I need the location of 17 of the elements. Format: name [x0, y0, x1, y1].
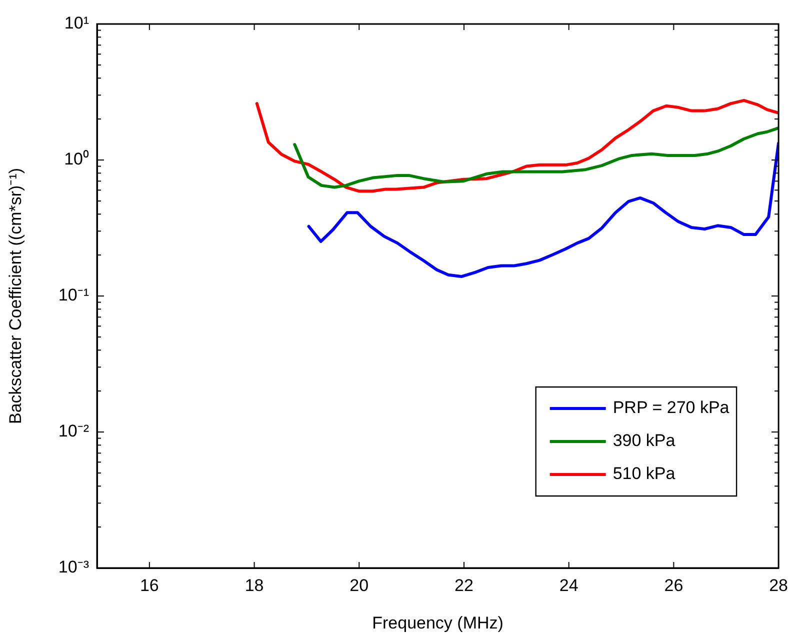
y-tick-label: 10⁻¹: [58, 286, 90, 305]
x-tick-label: 26: [664, 576, 684, 595]
x-tick-label: 18: [244, 576, 264, 595]
x-tick-label: 16: [140, 576, 159, 595]
y-tick-label: 10⁻³: [58, 558, 90, 577]
x-tick-label: 28: [769, 576, 788, 595]
y-tick-label: 10⁰: [64, 150, 89, 169]
y-axis-title: Backscatter Coefficient ((cm*sr)⁻¹): [6, 168, 25, 424]
x-tick-label: 20: [350, 576, 369, 595]
y-tick-label: 10¹: [64, 14, 90, 33]
y-tick-label: 10⁻²: [58, 422, 90, 441]
legend-label: PRP = 270 kPa: [612, 398, 730, 418]
legend-label: 510 kPa: [612, 464, 676, 484]
x-tick-label: 24: [559, 576, 578, 595]
x-tick-label: 22: [454, 576, 474, 595]
x-axis-title: Frequency (MHz): [372, 613, 504, 632]
legend-label: 390 kPa: [612, 431, 676, 450]
